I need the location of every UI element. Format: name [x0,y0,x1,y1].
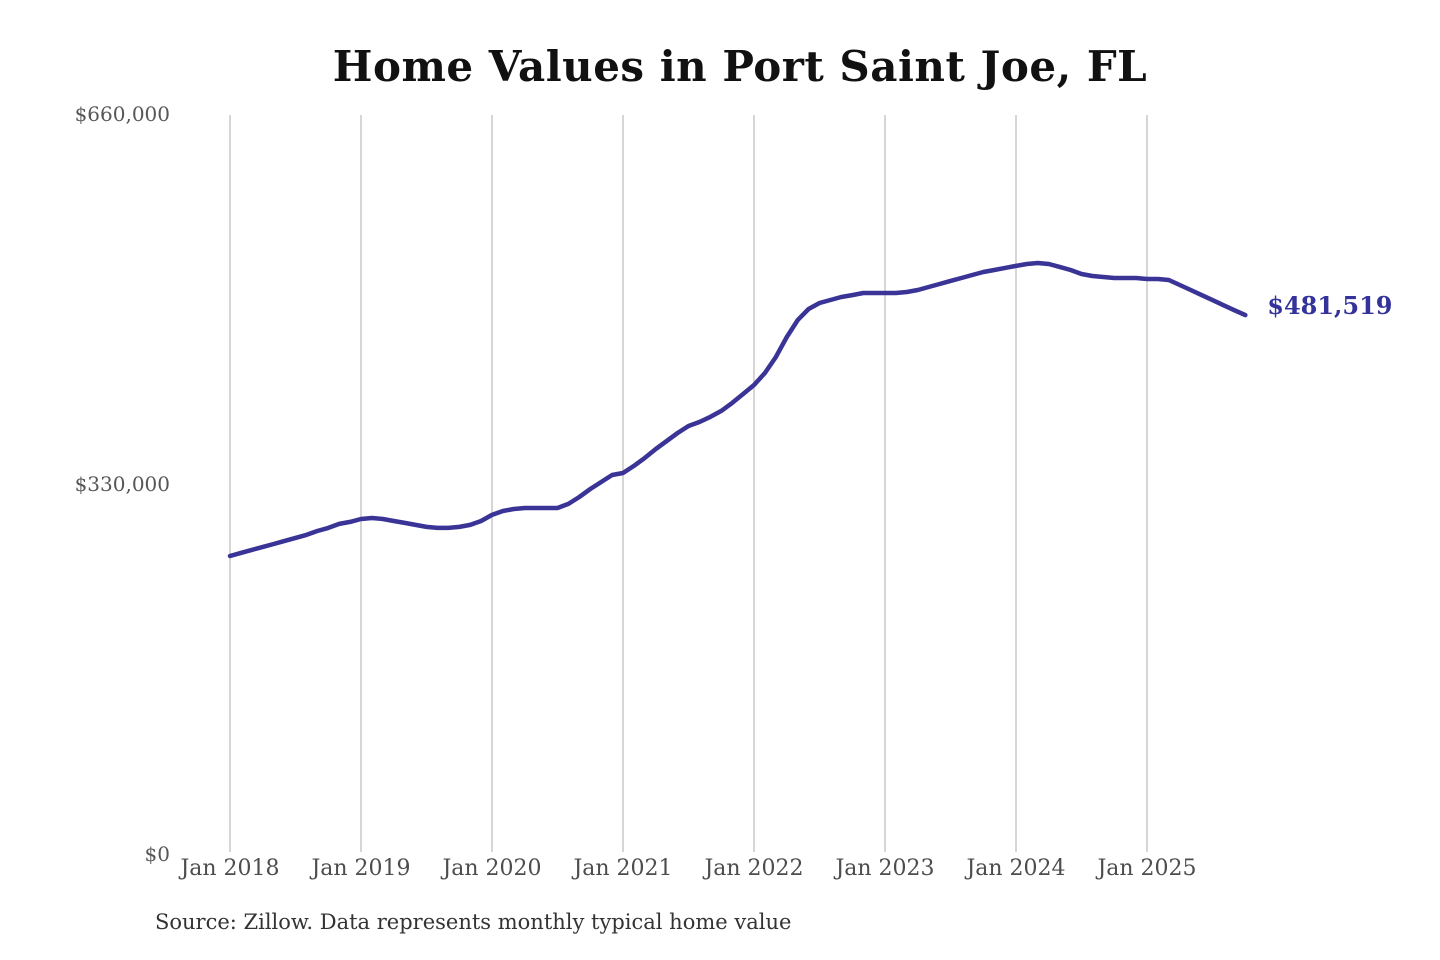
y-axis-tick-label: $660,000 [74,102,170,126]
home-value-line-series [227,260,1248,559]
x-axis-tick-label: Jan 2022 [704,856,804,881]
x-axis-tick-label: Jan 2018 [180,856,280,881]
chart-title: Home Values in Port Saint Joe, FL [332,42,1148,91]
y-axis-tick-label: $0 [144,842,170,866]
x-axis-tick-label: Jan 2025 [1097,856,1197,881]
x-axis-tick-label: Jan 2020 [442,856,542,881]
x-axis-tick-label: Jan 2021 [573,856,673,881]
x-axis-tick-label: Jan 2023 [835,856,935,881]
source-note: Source: Zillow. Data represents monthly … [155,910,792,934]
y-axis-tick-label: $330,000 [74,472,170,496]
x-axis-tick-label: Jan 2024 [966,856,1066,881]
current-value-label: $481,519 [1267,291,1393,321]
x-axis-tick-label: Jan 2019 [311,856,411,881]
